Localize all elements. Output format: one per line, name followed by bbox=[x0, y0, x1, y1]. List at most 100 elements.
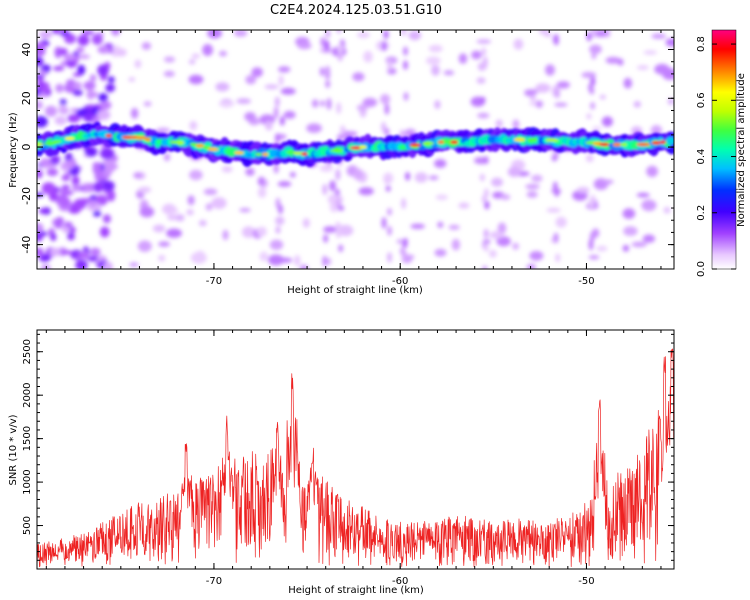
stripe-blob bbox=[480, 96, 486, 104]
noise-blob bbox=[222, 229, 229, 241]
noise-blob bbox=[52, 66, 65, 71]
ridge-peak bbox=[293, 151, 303, 155]
ridge-peak bbox=[651, 141, 661, 145]
stripe-blob bbox=[384, 103, 390, 115]
noise-blob bbox=[622, 208, 636, 219]
noise-blob bbox=[65, 79, 76, 89]
noise-blob bbox=[59, 99, 67, 106]
stripe-blob bbox=[381, 41, 387, 51]
noise-blob bbox=[205, 203, 213, 211]
noise-blob bbox=[265, 120, 273, 131]
stripe-blob bbox=[325, 65, 331, 78]
noise-blob bbox=[337, 205, 345, 211]
figure-title: C2E4.2024.125.03.51.G10 bbox=[270, 3, 442, 18]
noise-blob bbox=[137, 240, 152, 252]
stripe-blob bbox=[555, 253, 561, 263]
noise-blob bbox=[163, 153, 171, 162]
snr-panel: -70 -60 -50 500 1000 1500 2000 2500 Height of s… bbox=[8, 329, 675, 596]
noise-blob bbox=[91, 106, 99, 115]
stripe-blob bbox=[483, 228, 489, 239]
spectrogram-ridge bbox=[37, 121, 674, 167]
noise-blob bbox=[408, 30, 422, 41]
noise-blob bbox=[93, 181, 104, 193]
ridge-peak bbox=[37, 142, 44, 147]
noise-blob bbox=[37, 169, 43, 179]
noise-blob bbox=[163, 56, 176, 63]
noise-blob bbox=[54, 217, 63, 229]
noise-blob bbox=[89, 199, 97, 208]
noise-blob bbox=[489, 231, 504, 239]
stripe-blob bbox=[325, 30, 331, 39]
stripe-blob bbox=[399, 247, 405, 256]
noise-blob bbox=[67, 114, 80, 123]
noise-blob bbox=[589, 44, 602, 54]
noise-blob bbox=[599, 94, 606, 100]
stripe-blob bbox=[326, 257, 332, 266]
snr-series-line bbox=[37, 348, 674, 568]
noise-blob bbox=[476, 77, 486, 84]
noise-blob bbox=[49, 247, 61, 257]
noise-blob bbox=[545, 64, 555, 76]
stripe-blob bbox=[279, 116, 285, 126]
noise-blob bbox=[171, 207, 178, 214]
stripe-blob bbox=[387, 208, 392, 216]
noise-blob bbox=[219, 50, 227, 57]
noise-blob bbox=[44, 105, 58, 117]
noise-blob bbox=[107, 76, 115, 83]
stripe-blob bbox=[275, 226, 281, 234]
noise-blob bbox=[37, 192, 44, 198]
noise-blob bbox=[269, 239, 284, 250]
ridge-peak bbox=[359, 145, 367, 149]
noise-blob bbox=[64, 221, 73, 228]
noise-blob bbox=[221, 166, 233, 173]
x-tick-label: -50 bbox=[578, 576, 594, 587]
noise-blob bbox=[130, 107, 139, 119]
noise-blob bbox=[69, 227, 76, 233]
noise-blob bbox=[602, 179, 614, 184]
noise-blob bbox=[435, 194, 448, 201]
noise-blob bbox=[129, 262, 139, 267]
noise-blob bbox=[58, 48, 68, 56]
noise-blob bbox=[356, 104, 368, 111]
noise-blob bbox=[380, 94, 391, 105]
noise-blob bbox=[245, 167, 255, 176]
noise-blob bbox=[512, 242, 519, 250]
noise-blob bbox=[188, 74, 204, 85]
noise-blob bbox=[425, 56, 441, 65]
noise-blob bbox=[76, 46, 85, 53]
stripe-blob bbox=[403, 60, 408, 70]
stripe-blob bbox=[402, 241, 408, 248]
noise-blob bbox=[489, 249, 497, 258]
stripe-blob bbox=[335, 227, 341, 239]
noise-blob bbox=[264, 84, 279, 90]
noise-blob bbox=[357, 31, 370, 39]
ridge-peak bbox=[64, 136, 75, 141]
stripe-blob bbox=[336, 102, 342, 114]
noise-blob bbox=[203, 188, 218, 196]
stripe-blob bbox=[337, 43, 343, 55]
noise-blob bbox=[54, 116, 67, 125]
noise-blob bbox=[617, 58, 624, 66]
noise-blob bbox=[37, 100, 43, 110]
noise-blob bbox=[622, 244, 630, 252]
ridge-peak bbox=[234, 151, 244, 155]
noise-blob bbox=[495, 119, 503, 128]
noise-blob bbox=[434, 248, 447, 257]
stripe-blob bbox=[338, 244, 344, 253]
ridge-peak bbox=[189, 142, 198, 147]
noise-blob bbox=[39, 158, 53, 168]
noise-blob bbox=[102, 180, 115, 192]
noise-blob bbox=[280, 87, 296, 95]
stripe-blob bbox=[387, 59, 393, 71]
noise-blob bbox=[99, 226, 110, 238]
colorbar-tick-label: 0.0 bbox=[696, 261, 707, 277]
stripe-blob bbox=[591, 52, 597, 60]
noise-blob bbox=[544, 31, 552, 38]
noise-blob bbox=[306, 123, 322, 133]
noise-blob bbox=[259, 251, 269, 262]
noise-blob bbox=[555, 216, 567, 228]
noise-blob bbox=[97, 64, 109, 76]
noise-blob bbox=[84, 183, 97, 192]
noise-blob bbox=[529, 251, 544, 261]
noise-blob bbox=[207, 30, 222, 39]
